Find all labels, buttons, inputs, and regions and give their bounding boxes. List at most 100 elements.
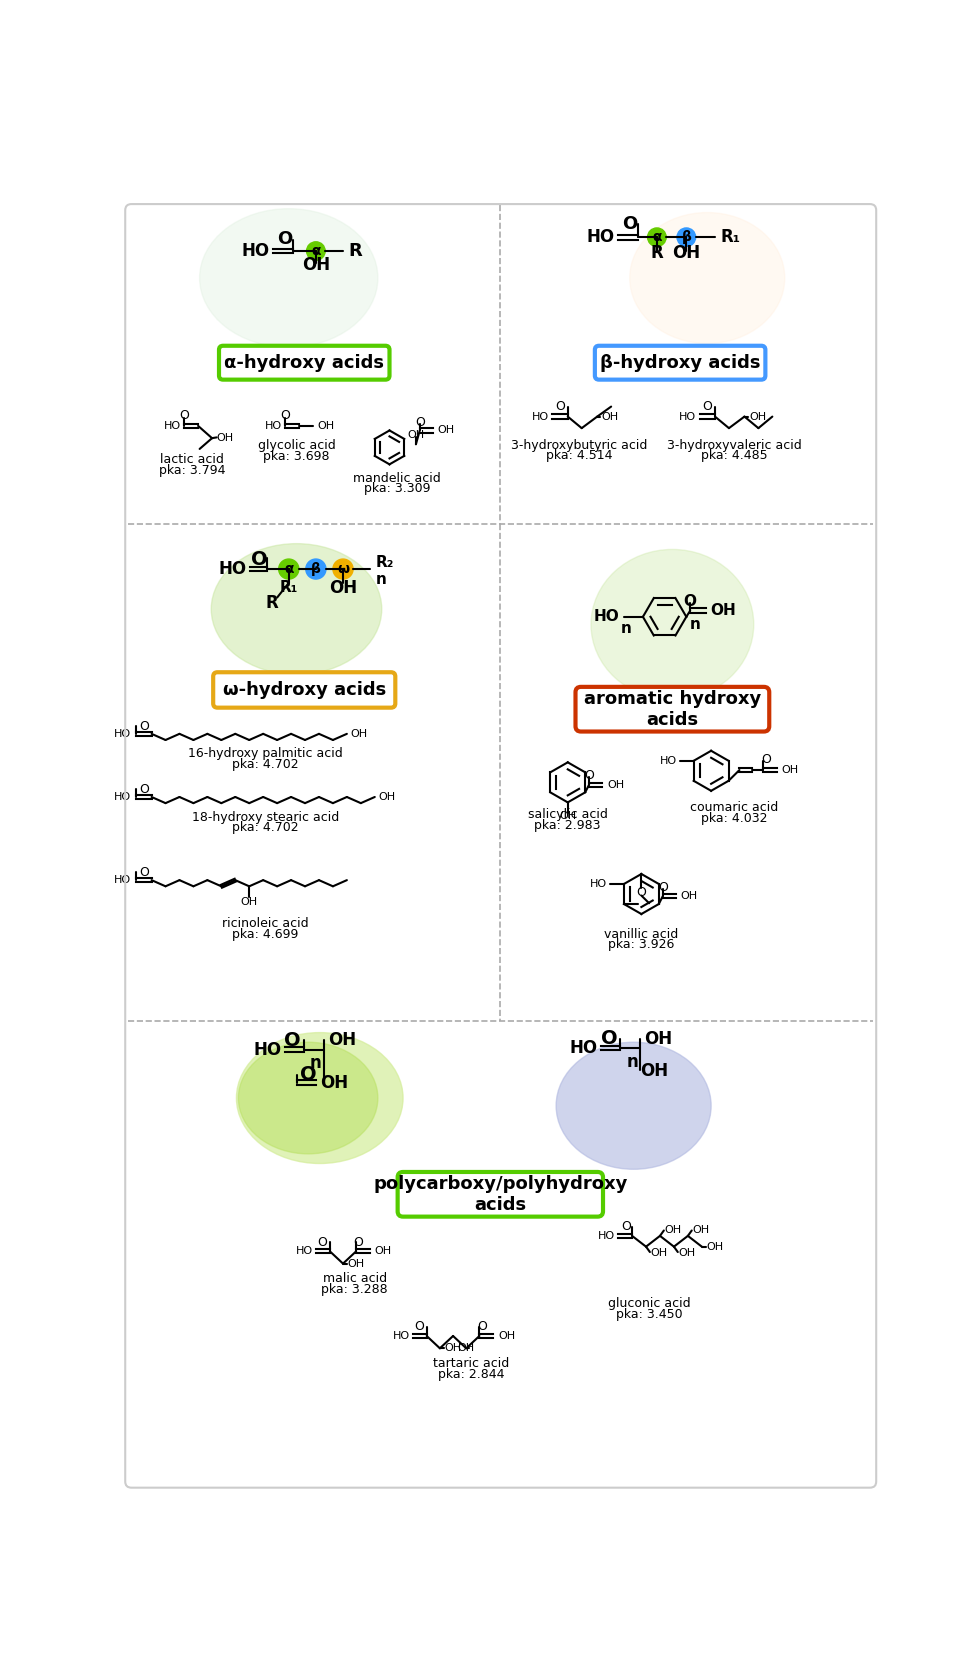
Text: pka: 3.288: pka: 3.288 bbox=[321, 1283, 388, 1296]
Text: n: n bbox=[620, 621, 631, 636]
FancyBboxPatch shape bbox=[575, 687, 769, 732]
Text: OH: OH bbox=[782, 765, 798, 776]
Text: OH: OH bbox=[351, 729, 368, 739]
Text: OH: OH bbox=[445, 1343, 462, 1353]
Text: β-hydroxy acids: β-hydroxy acids bbox=[600, 353, 760, 372]
Circle shape bbox=[278, 559, 299, 580]
Text: OH: OH bbox=[607, 779, 624, 789]
Text: OH: OH bbox=[645, 1030, 672, 1049]
Text: 3-hydroxyvaleric acid: 3-hydroxyvaleric acid bbox=[667, 439, 802, 452]
Text: O: O bbox=[414, 1320, 424, 1333]
Text: HO: HO bbox=[532, 412, 549, 422]
Text: aromatic hydroxy
acids: aromatic hydroxy acids bbox=[583, 690, 761, 729]
Text: OH: OH bbox=[679, 1248, 696, 1258]
Text: vanillic acid: vanillic acid bbox=[604, 928, 678, 941]
Text: O: O bbox=[139, 720, 149, 732]
Text: OH: OH bbox=[438, 425, 454, 436]
Text: coumaric acid: coumaric acid bbox=[690, 801, 779, 814]
Text: O: O bbox=[415, 417, 425, 429]
Text: pka: 3.698: pka: 3.698 bbox=[263, 451, 330, 464]
Text: OH: OH bbox=[375, 1246, 392, 1256]
Text: O: O bbox=[761, 752, 771, 765]
Circle shape bbox=[333, 559, 353, 580]
Circle shape bbox=[307, 241, 325, 260]
Text: OH: OH bbox=[407, 430, 424, 441]
Text: OH: OH bbox=[320, 1074, 349, 1092]
Text: O: O bbox=[601, 1028, 617, 1049]
Text: O: O bbox=[251, 549, 268, 568]
Text: O: O bbox=[280, 409, 290, 422]
Text: pka: 4.032: pka: 4.032 bbox=[701, 812, 768, 826]
Text: O: O bbox=[277, 231, 292, 248]
Text: α: α bbox=[652, 229, 661, 245]
Text: pka: 3.926: pka: 3.926 bbox=[609, 938, 674, 951]
Text: HO: HO bbox=[241, 243, 270, 260]
Text: HO: HO bbox=[594, 610, 619, 625]
Text: OH: OH bbox=[318, 420, 334, 430]
Text: O: O bbox=[354, 1236, 363, 1248]
Text: OH: OH bbox=[602, 412, 619, 422]
Text: O: O bbox=[139, 782, 149, 796]
FancyBboxPatch shape bbox=[219, 345, 390, 380]
Text: OH: OH bbox=[329, 578, 357, 596]
Text: α: α bbox=[284, 563, 293, 576]
Ellipse shape bbox=[556, 1042, 711, 1169]
Text: OH: OH bbox=[240, 896, 258, 906]
Text: OH: OH bbox=[302, 256, 330, 275]
Text: OH: OH bbox=[749, 412, 766, 422]
Ellipse shape bbox=[630, 213, 785, 343]
Text: HO: HO bbox=[265, 420, 281, 430]
Text: HO: HO bbox=[254, 1040, 281, 1059]
Text: HO: HO bbox=[598, 1231, 616, 1241]
Text: OH: OH bbox=[640, 1062, 668, 1080]
Text: 18-hydroxy stearic acid: 18-hydroxy stearic acid bbox=[191, 811, 339, 824]
Text: R: R bbox=[651, 243, 663, 261]
Text: malic acid: malic acid bbox=[322, 1273, 387, 1285]
Text: pka: 3.794: pka: 3.794 bbox=[158, 464, 225, 477]
Text: ω: ω bbox=[337, 563, 349, 576]
Text: O: O bbox=[318, 1236, 327, 1248]
Text: O: O bbox=[139, 866, 149, 879]
Text: gluconic acid: gluconic acid bbox=[608, 1296, 691, 1310]
Text: α: α bbox=[311, 245, 320, 258]
Text: lactic acid: lactic acid bbox=[160, 454, 224, 466]
Text: O: O bbox=[284, 1030, 301, 1050]
Text: HO: HO bbox=[114, 729, 132, 739]
Ellipse shape bbox=[591, 549, 753, 700]
Circle shape bbox=[306, 559, 326, 580]
Ellipse shape bbox=[236, 1032, 404, 1164]
Text: O: O bbox=[621, 1219, 631, 1233]
Text: O: O bbox=[179, 409, 190, 422]
Text: OH: OH bbox=[217, 434, 234, 444]
Text: O: O bbox=[622, 214, 637, 233]
Text: glycolic acid: glycolic acid bbox=[258, 439, 335, 452]
Text: O: O bbox=[684, 595, 697, 610]
Text: ω-hydroxy acids: ω-hydroxy acids bbox=[223, 682, 386, 698]
Text: n: n bbox=[626, 1054, 638, 1070]
Ellipse shape bbox=[199, 209, 378, 347]
Text: OH: OH bbox=[559, 811, 576, 821]
Text: β: β bbox=[681, 229, 692, 245]
Text: O: O bbox=[555, 400, 565, 414]
Circle shape bbox=[677, 228, 696, 246]
Text: R₁: R₁ bbox=[720, 228, 741, 246]
Text: O: O bbox=[584, 769, 594, 782]
Text: pka: 2.983: pka: 2.983 bbox=[534, 819, 601, 832]
Text: OH: OH bbox=[672, 243, 701, 261]
Text: pka: 4.514: pka: 4.514 bbox=[546, 449, 613, 462]
Text: R: R bbox=[349, 243, 362, 260]
FancyBboxPatch shape bbox=[595, 345, 765, 380]
Text: OH: OH bbox=[664, 1224, 682, 1234]
Circle shape bbox=[648, 228, 666, 246]
Text: HO: HO bbox=[570, 1038, 598, 1057]
Text: tartaric acid: tartaric acid bbox=[433, 1357, 509, 1370]
Text: 16-hydroxy palmitic acid: 16-hydroxy palmitic acid bbox=[189, 747, 343, 760]
Text: HO: HO bbox=[114, 874, 132, 884]
Text: OH: OH bbox=[681, 891, 698, 901]
Text: OH: OH bbox=[693, 1224, 709, 1234]
Text: pka: 3.450: pka: 3.450 bbox=[616, 1308, 683, 1322]
Text: O: O bbox=[636, 886, 647, 899]
Text: polycarboxy/polyhydroxy
acids: polycarboxy/polyhydroxy acids bbox=[373, 1174, 627, 1214]
Text: pka: 4.699: pka: 4.699 bbox=[233, 928, 299, 941]
Text: HO: HO bbox=[114, 792, 132, 802]
